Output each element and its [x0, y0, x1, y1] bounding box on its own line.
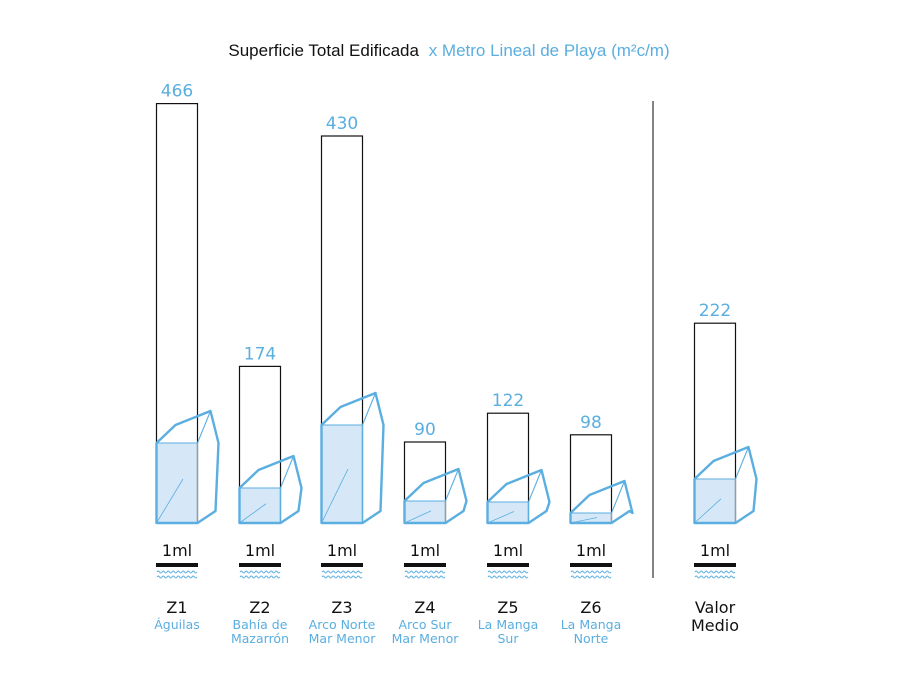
wave-0-0: [156, 570, 198, 574]
zone-name-4-0: La Manga: [478, 617, 539, 632]
bar-prism-outline-2: [320, 391, 385, 525]
bar-prism-outline-4: [486, 468, 551, 525]
zone-code-6-0: Valor: [695, 598, 736, 617]
bar-fill-3: [404, 501, 446, 523]
wave-6-1: [694, 575, 736, 579]
beach-line-0: [156, 563, 198, 567]
wave-6-0: [694, 570, 736, 574]
wave-3-1: [404, 575, 446, 579]
bar-prism-edge-6: [694, 446, 750, 480]
zone-code-1-0: Z2: [249, 598, 270, 617]
wave-0-1: [156, 575, 198, 579]
bar-prism-diagonal-0: [156, 478, 184, 524]
unit-label-5: 1ml: [576, 541, 606, 560]
wave-1-1: [239, 575, 281, 579]
unit-label-3: 1ml: [410, 541, 440, 560]
zone-name-2-0: Arco Norte: [309, 617, 376, 632]
unit-label-0: 1ml: [162, 541, 192, 560]
bar-prism-diagonal-1: [239, 503, 267, 524]
bar-prism-diagonal-2: [321, 468, 349, 524]
zone-code-3-0: Z4: [414, 598, 435, 617]
bar-prism-diagonal-6: [694, 498, 722, 524]
zone-code-4-0: Z5: [497, 598, 518, 617]
unit-label-4: 1ml: [493, 541, 523, 560]
zone-name-0-0: Águilas: [154, 617, 200, 632]
bar-prism-outline-1: [238, 454, 303, 525]
wave-2-0: [321, 570, 363, 574]
bar-fill-2: [321, 425, 363, 523]
wave-2-1: [321, 575, 363, 579]
beach-line-4: [487, 563, 529, 567]
zone-name-4-1: Sur: [498, 631, 520, 646]
value-label-2: 430: [326, 114, 358, 134]
zone-name-3-1: Mar Menor: [392, 631, 460, 646]
bar-prism-outline-5: [569, 479, 634, 525]
beach-line-1: [239, 563, 281, 567]
bar-prism-diagonal-5: [570, 517, 598, 524]
zone-code-2-0: Z3: [331, 598, 352, 617]
value-label-5: 98: [580, 413, 602, 433]
zone-name-2-1: Mar Menor: [309, 631, 377, 646]
bar-fill-4: [487, 502, 529, 523]
unit-label-6: 1ml: [700, 541, 730, 560]
zone-name-3-0: Arco Sur: [399, 617, 453, 632]
bar-fill-6: [694, 479, 736, 523]
bar-prism-edge-2: [321, 392, 377, 426]
bar-prism-outline-6: [693, 445, 758, 525]
zone-name-5-1: Norte: [574, 631, 609, 646]
wave-3-0: [404, 570, 446, 574]
zone-code-5-0: Z6: [580, 598, 601, 617]
wave-5-0: [570, 570, 612, 574]
wave-1-0: [239, 570, 281, 574]
beach-line-3: [404, 563, 446, 567]
chart-title-part1: Superficie Total Edificada: [228, 41, 419, 60]
zone-name-5-0: La Manga: [561, 617, 622, 632]
zone-code-0-0: Z1: [166, 598, 187, 617]
bar-prism-outline-0: [155, 409, 220, 525]
beach-line-2: [321, 563, 363, 567]
bar-fill-1: [239, 488, 281, 523]
bar-prism-edge-0: [156, 410, 212, 444]
bar-prism-diagonal-3: [404, 510, 432, 524]
chart-title: Superficie Total Edificada x Metro Linea…: [228, 41, 669, 60]
wave-4-1: [487, 575, 529, 579]
wave-4-0: [487, 570, 529, 574]
value-label-4: 122: [492, 391, 524, 411]
bar-prism-edge-1: [239, 455, 295, 489]
bar-5: [569, 434, 613, 524]
bar-prism-edge-4: [487, 469, 543, 503]
bar-prism-outline-3: [403, 467, 468, 525]
bar-fill-5: [570, 513, 612, 523]
zone-code-6-1: Medio: [691, 616, 739, 635]
bar-prism-edge-5: [570, 480, 626, 514]
value-label-1: 174: [244, 344, 276, 364]
bar-fill-0: [156, 443, 198, 523]
zone-name-1-0: Bahía de: [233, 617, 288, 632]
unit-label-2: 1ml: [327, 541, 357, 560]
zone-name-1-1: Mazarrón: [231, 631, 289, 646]
unit-label-1: 1ml: [245, 541, 275, 560]
wave-5-1: [570, 575, 612, 579]
value-label-3: 90: [414, 420, 436, 440]
bar-prism-diagonal-4: [487, 511, 515, 524]
value-label-6: 222: [699, 301, 731, 321]
beach-line-6: [694, 563, 736, 567]
chart-title-part2: x Metro Lineal de Playa (m²c/m): [429, 41, 670, 60]
bar-prism-edge-3: [404, 468, 460, 502]
beach-line-5: [570, 563, 612, 567]
value-label-0: 466: [161, 82, 193, 102]
